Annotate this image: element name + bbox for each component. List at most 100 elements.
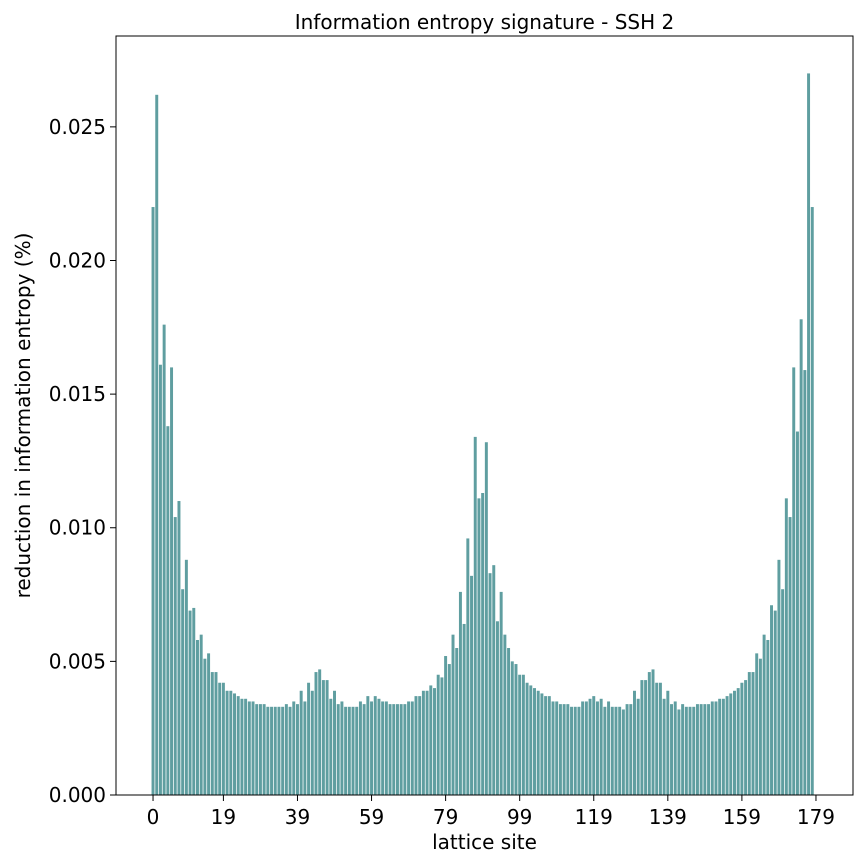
bar-site-88 <box>477 498 481 795</box>
bar-site-117 <box>584 701 588 795</box>
bar-site-90 <box>484 442 488 795</box>
plot-frame <box>115 35 854 796</box>
bar-site-168 <box>773 610 777 795</box>
bar-site-136 <box>655 682 659 795</box>
bar-site-85 <box>466 538 470 795</box>
bar-site-125 <box>614 706 618 795</box>
bar-site-92 <box>492 565 496 795</box>
bar-site-102 <box>529 685 533 795</box>
bar-site-98 <box>514 664 518 795</box>
x-tick-label: 179 <box>797 805 835 829</box>
bar-site-105 <box>540 693 544 795</box>
bar-site-150 <box>707 704 711 795</box>
bar-site-157 <box>733 690 736 795</box>
bar-site-113 <box>570 706 574 795</box>
bar-site-84 <box>462 623 466 795</box>
bar-site-169 <box>777 559 781 795</box>
bar-site-95 <box>503 634 507 795</box>
bar-site-153 <box>718 698 722 795</box>
bar-site-15 <box>207 653 211 795</box>
bar-site-37 <box>288 706 292 795</box>
bar-site-1 <box>155 94 159 796</box>
bar-site-71 <box>414 696 418 795</box>
bar-site-106 <box>544 696 548 795</box>
bar-site-126 <box>618 706 622 795</box>
x-tick-label: 139 <box>649 805 687 829</box>
y-tick-label: 0.010 <box>49 516 106 540</box>
bar-site-54 <box>351 706 355 795</box>
bar-site-3 <box>162 324 166 795</box>
bar-site-16 <box>210 672 214 795</box>
bar-site-41 <box>303 701 307 795</box>
bar-site-121 <box>599 698 603 795</box>
bar-site-13 <box>199 634 203 795</box>
x-tick-label: 119 <box>575 805 613 829</box>
bar-site-160 <box>744 680 748 795</box>
bar-site-100 <box>521 674 525 795</box>
bar-site-145 <box>688 706 692 795</box>
bar-site-108 <box>551 701 555 795</box>
bar-site-2 <box>158 364 162 795</box>
bar-site-68 <box>403 704 407 795</box>
bar-site-177 <box>807 73 811 796</box>
bar-site-46 <box>321 680 325 795</box>
bar-site-122 <box>603 706 607 795</box>
bar-site-18 <box>218 682 222 795</box>
bar-site-27 <box>251 701 255 795</box>
bar-site-135 <box>651 669 655 795</box>
bar-site-166 <box>766 639 770 795</box>
bar-site-74 <box>425 690 429 795</box>
y-tick-label: 0.005 <box>49 649 106 673</box>
bar-site-22 <box>233 693 236 795</box>
bar-site-51 <box>340 701 344 795</box>
bar-site-131 <box>636 698 640 795</box>
y-tick-label: 0.015 <box>49 382 106 406</box>
bar-site-161 <box>747 672 751 795</box>
bar-site-96 <box>507 648 511 795</box>
bar-site-73 <box>421 690 425 795</box>
bar-site-141 <box>673 701 677 795</box>
bar-site-139 <box>666 690 670 795</box>
bar-site-93 <box>495 621 499 795</box>
bar-site-25 <box>244 698 248 795</box>
bar-site-171 <box>784 498 788 795</box>
bar-site-112 <box>566 704 570 795</box>
bar-site-6 <box>173 517 177 795</box>
bar-site-123 <box>607 701 611 795</box>
bar-site-9 <box>184 559 188 795</box>
bar-site-56 <box>358 701 362 795</box>
x-tick-label: 19 <box>211 805 236 829</box>
bar-site-4 <box>166 426 170 795</box>
x-tick-label: 59 <box>359 805 384 829</box>
bar-site-167 <box>770 605 773 795</box>
bar-site-69 <box>407 701 411 795</box>
bar-site-162 <box>751 672 755 795</box>
x-tick-label: 39 <box>285 805 310 829</box>
x-tick-label: 79 <box>433 805 458 829</box>
bar-site-52 <box>344 706 348 795</box>
bar-site-55 <box>355 706 359 795</box>
bar-site-142 <box>677 709 681 795</box>
bar-site-104 <box>536 690 540 795</box>
bar-site-45 <box>318 669 322 795</box>
bar-site-91 <box>488 573 492 795</box>
bar-site-53 <box>347 706 351 795</box>
bar-site-57 <box>362 704 366 795</box>
bar-site-149 <box>703 704 707 795</box>
bar-site-132 <box>640 680 644 795</box>
bar-site-154 <box>721 698 725 795</box>
bar-site-152 <box>714 701 718 795</box>
bar-site-44 <box>314 672 318 795</box>
bar-site-11 <box>192 607 196 795</box>
bar-site-47 <box>325 680 329 795</box>
bar-site-60 <box>373 696 377 795</box>
bar-site-116 <box>581 701 585 795</box>
bar-site-175 <box>799 319 803 795</box>
bar-site-114 <box>573 706 577 795</box>
bar-site-172 <box>788 517 792 795</box>
y-axis-label: reduction in information entropy (%) <box>11 233 35 599</box>
bar-site-10 <box>188 610 192 795</box>
bar-site-14 <box>203 658 207 795</box>
bar-site-178 <box>810 207 814 796</box>
